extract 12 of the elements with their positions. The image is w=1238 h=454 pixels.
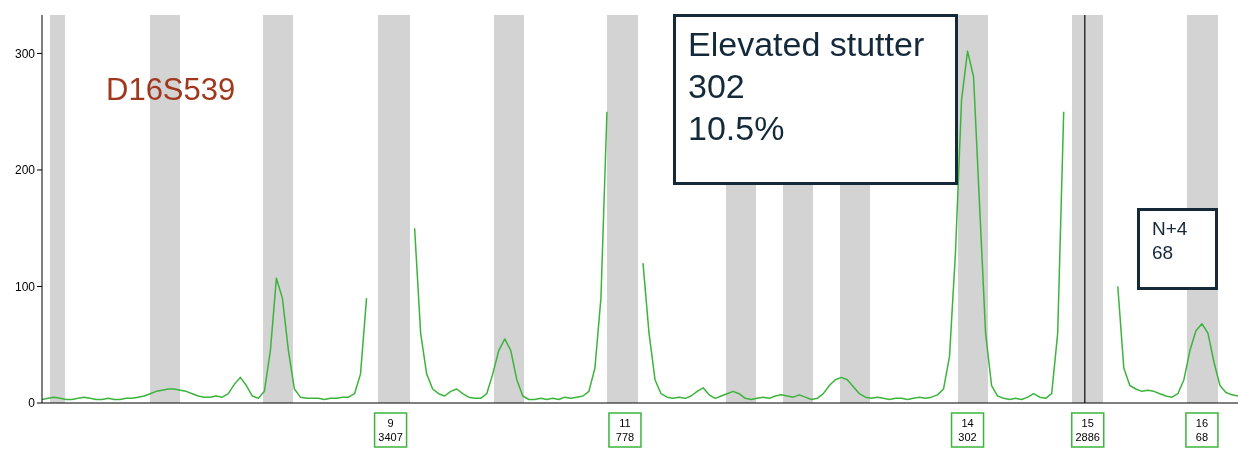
x-tick-label: 14 302 [958,417,977,443]
annotation: N+4 68 [1152,217,1189,265]
y-tick-label: 100 [14,279,36,294]
x-tick-label: 9 3407 [378,417,403,443]
x-tick-label: 11 778 [615,417,635,443]
x-tick-label: 16 68 [1195,417,1209,443]
text: D16S539 [106,72,236,108]
annotation: Elevated stutter 302 10.5% [688,24,926,149]
y-tick-label: 300 [14,46,36,61]
y-tick-label: 200 [14,163,36,178]
x-tick-label: 15 2886 [1075,417,1100,443]
y-tick-label: 0 [28,396,36,411]
